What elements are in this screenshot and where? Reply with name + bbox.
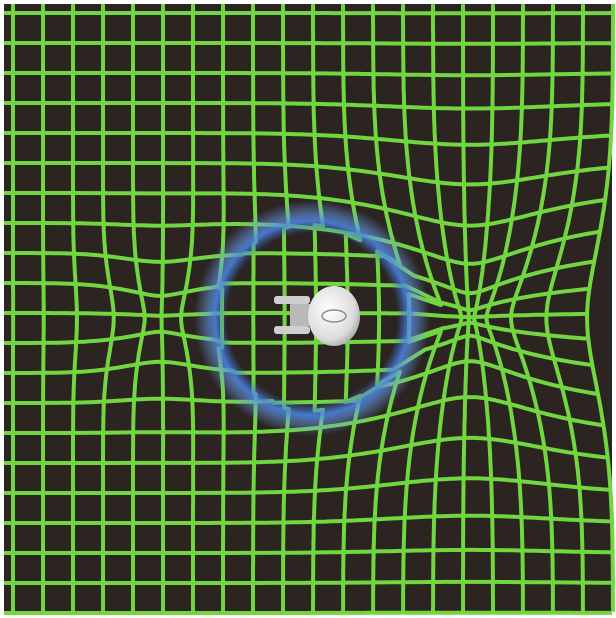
grid-line-vertical: [159, 4, 166, 612]
grid-line-vertical: [484, 4, 525, 612]
grid-line-vertical: [71, 4, 79, 612]
ship-nacelle: [274, 296, 310, 304]
ship-nacelle: [274, 326, 310, 334]
grid-line-horizontal: [4, 161, 608, 187]
grid-line-horizontal: [4, 547, 612, 555]
grid-line-vertical: [131, 4, 147, 612]
spaceship: [274, 286, 360, 346]
grid-line-horizontal: [4, 579, 612, 585]
grid-line-vertical: [585, 4, 615, 612]
grid-line-horizontal: [4, 513, 611, 525]
grid-line-vertical: [472, 4, 495, 612]
grid-line-horizontal: [4, 71, 612, 78]
grid-line-vertical: [544, 4, 585, 612]
grid-line-horizontal: [4, 476, 610, 495]
grid-line-vertical: [101, 4, 116, 612]
grid-line-vertical: [461, 4, 471, 612]
grid-line-vertical: [41, 4, 46, 612]
grid-line-horizontal: [4, 41, 612, 46]
ship-body: [290, 304, 312, 326]
grid-line-horizontal: [4, 101, 612, 111]
grid-line-horizontal: [4, 191, 605, 228]
grid-line-horizontal: [4, 435, 607, 465]
grid-line-vertical: [509, 4, 555, 612]
ship-saucer: [308, 286, 360, 346]
grid-line-horizontal: [4, 131, 611, 147]
ship-detail: [321, 309, 347, 323]
grid-line-vertical: [179, 4, 196, 612]
grid-line-vertical: [431, 4, 464, 612]
